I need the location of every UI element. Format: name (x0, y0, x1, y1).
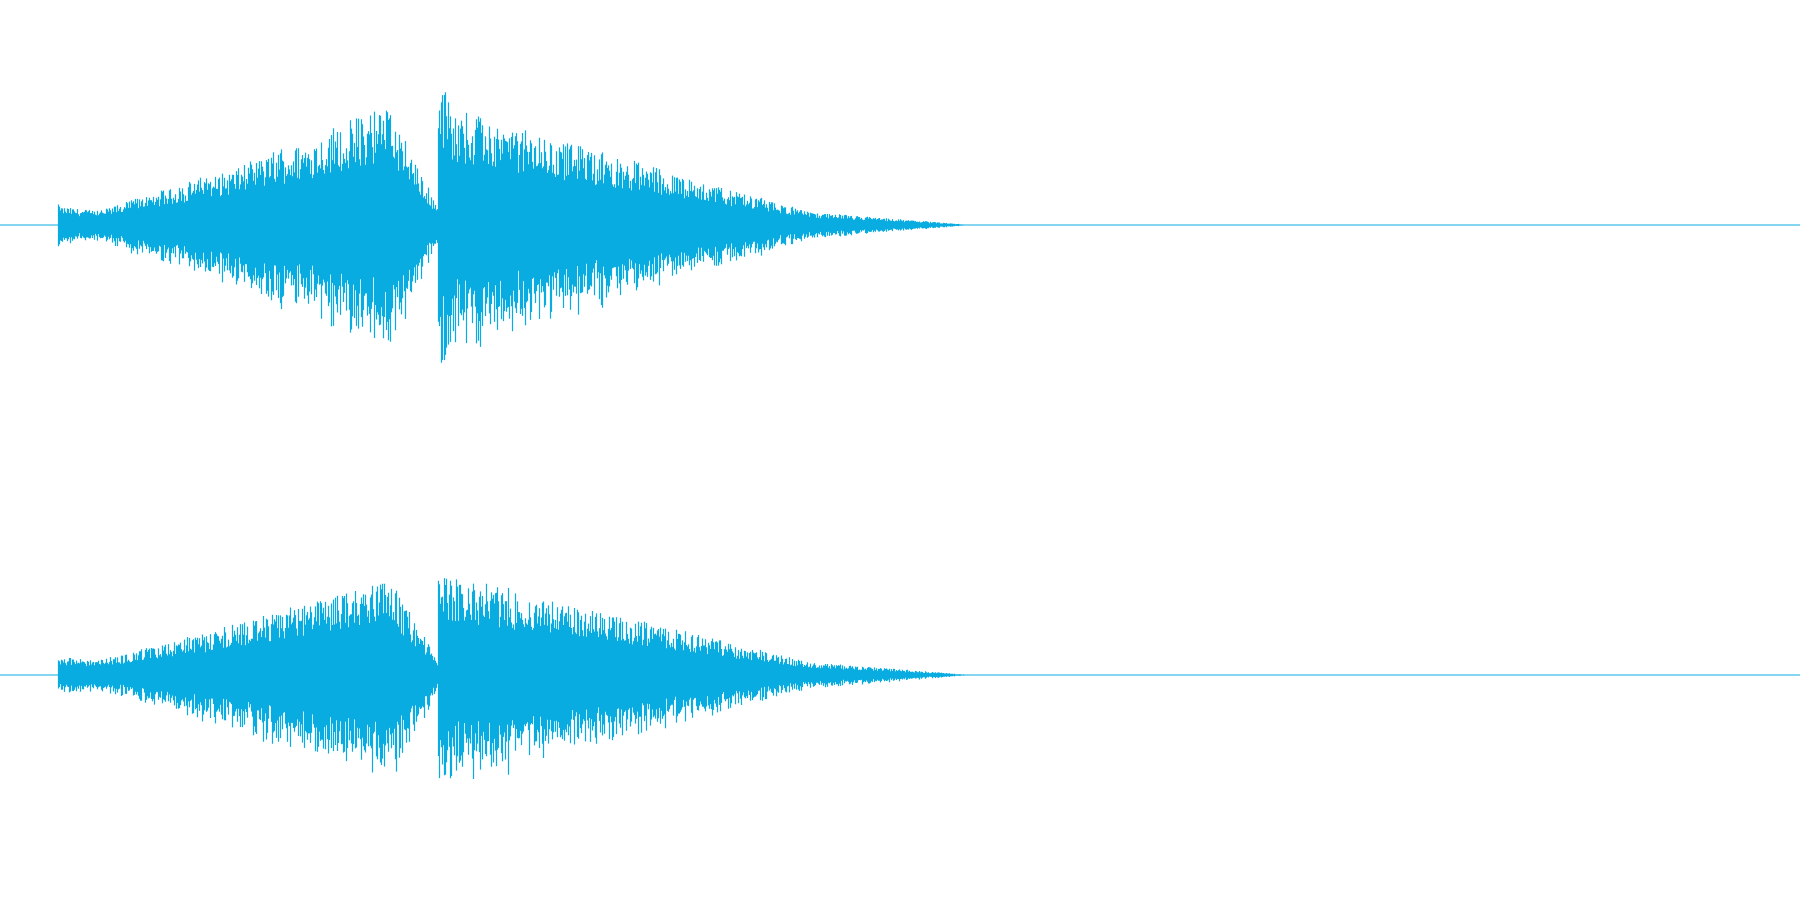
right-channel-waveform (0, 578, 1800, 779)
right-channel-envelope (57, 578, 973, 779)
left-channel-waveform (0, 92, 1800, 363)
left-channel-envelope (57, 92, 973, 363)
